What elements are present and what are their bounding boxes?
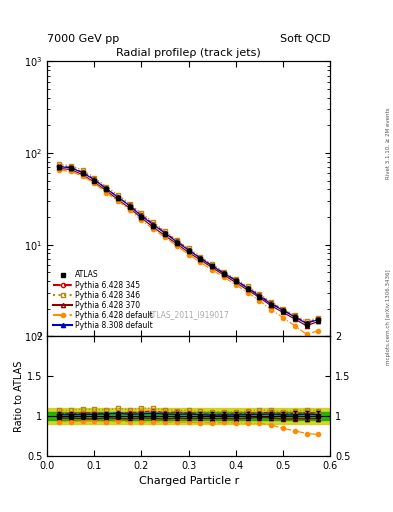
- X-axis label: Charged Particle r: Charged Particle r: [138, 476, 239, 486]
- Y-axis label: Ratio to ATLAS: Ratio to ATLAS: [14, 360, 24, 432]
- Text: Soft QCD: Soft QCD: [280, 33, 330, 44]
- Text: Rivet 3.1.10, ≥ 2M events: Rivet 3.1.10, ≥ 2M events: [386, 108, 391, 179]
- Text: 7000 GeV pp: 7000 GeV pp: [47, 33, 119, 44]
- Legend: ATLAS, Pythia 6.428 345, Pythia 6.428 346, Pythia 6.428 370, Pythia 6.428 defaul: ATLAS, Pythia 6.428 345, Pythia 6.428 34…: [51, 268, 156, 332]
- Text: ATLAS_2011_I919017: ATLAS_2011_I919017: [148, 310, 230, 319]
- Title: Radial profileρ (track jets): Radial profileρ (track jets): [116, 48, 261, 58]
- Text: mcplots.cern.ch [arXiv:1306.3436]: mcplots.cern.ch [arXiv:1306.3436]: [386, 270, 391, 365]
